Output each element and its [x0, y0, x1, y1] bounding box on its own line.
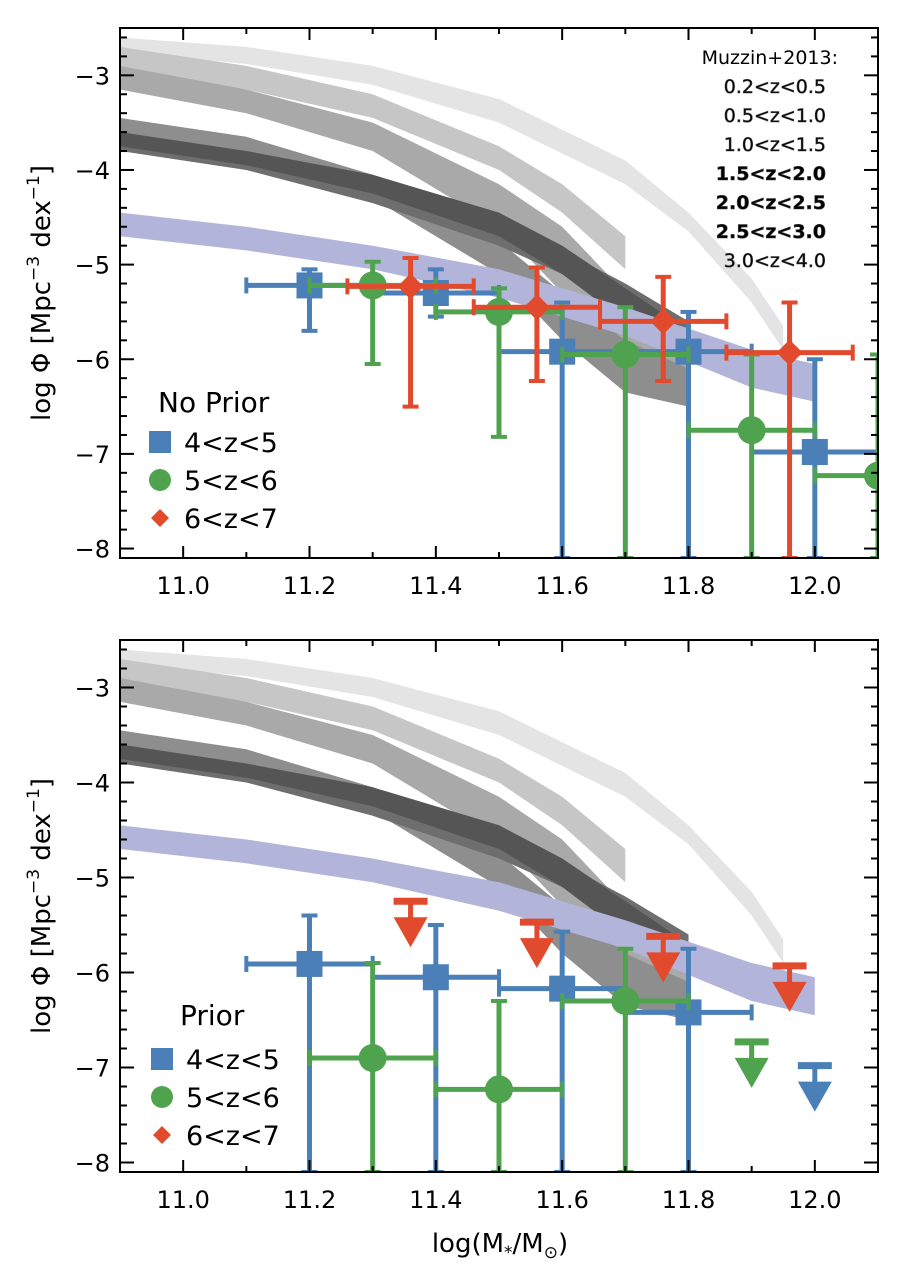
y-tick-label: −8 — [75, 536, 110, 564]
data-point-5<z<6 — [611, 340, 640, 369]
y-tick-label: −7 — [75, 441, 110, 469]
upper-limit-6<z<7 — [519, 918, 554, 969]
upper-limit-arrow — [646, 952, 681, 983]
x-tick-label: 12.0 — [788, 572, 841, 600]
x-tick-label: 11.0 — [156, 572, 209, 600]
legend-title: Prior — [180, 999, 245, 1032]
x-tick-label: 11.6 — [535, 1186, 588, 1214]
band-0.5<z<1.0 — [120, 659, 626, 883]
data-point-5<z<6 — [485, 297, 513, 326]
legend-marker-square — [149, 431, 171, 453]
bottom-panel-prior: 11.0 11.2 11.4 11.6 11.8 12.0 −3 −4 −5 −6 −7 −8 Pri… — [24, 639, 879, 1214]
band-1.5<z<2.0 — [120, 117, 689, 407]
x-tick-label: 11.2 — [283, 1186, 336, 1214]
y-tick-label: −5 — [75, 252, 110, 280]
muzzin-legend: Muzzin+2013: 0.2<z<0.5 0.5<z<1.0 1.0<z<1.5… — [702, 47, 838, 272]
upper-limit-6<z<7 — [772, 962, 807, 1012]
data-point-6<z<7 — [650, 308, 677, 335]
legend-label: 4<z<5 — [184, 428, 278, 459]
band-1.0<z<1.5 — [120, 65, 689, 407]
y-axis-label: log Φ [Mpc−3 dex−1] — [24, 778, 57, 1034]
band-2.0<z<2.5 — [120, 136, 689, 350]
muzzin-legend-entry: 1.5<z<2.0 — [716, 163, 826, 185]
y-tick-label: −6 — [75, 960, 110, 988]
errorbar-4<z<5 — [370, 923, 501, 1172]
y-tick-label: −3 — [75, 675, 110, 703]
legend-prior: Prior 4<z<5 5<z<6 6<z<7 — [151, 999, 280, 1152]
x-tick-label: 12.0 — [788, 1186, 841, 1214]
data-point-5<z<6 — [864, 461, 878, 490]
legend-no-prior: No Prior 4<z<5 5<z<6 6<z<7 — [149, 386, 278, 535]
y-tick-label: −4 — [75, 770, 110, 798]
data-point-6<z<7 — [523, 294, 550, 321]
x-axis-label: log(M*/M⊙) — [432, 1229, 568, 1263]
data-point-6<z<7 — [776, 339, 803, 366]
data-point-5<z<6 — [737, 416, 766, 445]
y-tick-label: −7 — [75, 1055, 110, 1083]
y-tick-label: −6 — [75, 346, 110, 374]
y-tick-label: −8 — [75, 1150, 110, 1178]
upper-limit-arrow — [772, 981, 807, 1012]
muzzin-legend-entry: 0.5<z<1.0 — [724, 105, 826, 127]
data-point-4<z<5 — [422, 964, 449, 991]
x-tick-label: 11.8 — [662, 1186, 715, 1214]
legend-label: 4<z<5 — [186, 1045, 280, 1076]
upper-limit-arrow — [393, 917, 428, 948]
band-0.2<z<0.5 — [120, 37, 784, 350]
y-tick-label: −3 — [75, 62, 110, 90]
data-point-4<z<5 — [296, 950, 323, 977]
x-tick-label: 11.4 — [409, 1186, 462, 1214]
muzzin-legend-entry: 2.5<z<3.0 — [716, 221, 826, 243]
muzzin-legend-entry: 2.0<z<2.5 — [716, 192, 826, 214]
upper-limit-5<z<6 — [734, 1038, 769, 1088]
data-point-5<z<6 — [485, 1075, 513, 1104]
upper-limit-arrow — [734, 1057, 769, 1088]
x-tick-label: 11.6 — [535, 572, 588, 600]
band-2.0<z<2.5 — [120, 749, 689, 963]
band-0.5<z<1.0 — [120, 46, 626, 270]
legend-label: 5<z<6 — [186, 1083, 280, 1114]
legend-title: No Prior — [158, 386, 270, 419]
band-3.0<z<4.0 — [120, 212, 815, 402]
y-tick-label: −4 — [75, 157, 110, 185]
data-point-4<z<5 — [801, 439, 828, 465]
x-tick-label: 11.4 — [409, 572, 462, 600]
legend-marker-circle — [149, 469, 171, 491]
muzzin-legend-entry: 0.2<z<0.5 — [724, 76, 826, 98]
legend-marker-square — [151, 1048, 173, 1070]
legend-label: 6<z<7 — [184, 504, 278, 535]
data-point-5<z<6 — [358, 1044, 387, 1072]
upper-limit-6<z<7 — [393, 897, 428, 948]
data-point-6<z<7 — [397, 273, 424, 300]
upper-limit-arrow — [519, 938, 554, 969]
band-0.2<z<0.5 — [120, 649, 784, 963]
x-tick-label: 11.8 — [662, 572, 715, 600]
legend-marker-diamond — [153, 1126, 171, 1144]
y-axis-label: log Φ [Mpc−3 dex−1] — [24, 165, 57, 421]
band-3.0<z<4.0 — [120, 825, 815, 1016]
legend-marker-diamond — [151, 509, 169, 527]
legend-label: 5<z<6 — [184, 466, 278, 497]
band-2.5<z<3.0 — [120, 744, 689, 973]
top-panel-no-prior: 11.0 11.2 11.4 11.6 11.8 12.0 −3 −4 −5 −6 −7 −8 Muz… — [24, 27, 879, 600]
y-tick-label: −5 — [75, 865, 110, 893]
legend-marker-circle — [151, 1086, 173, 1108]
upper-limit-6<z<7 — [646, 932, 681, 983]
muzzin-legend-entry: 1.0<z<1.5 — [724, 134, 826, 156]
x-tick-label: 11.2 — [283, 572, 336, 600]
muzzin-legend-title: Muzzin+2013: — [702, 47, 838, 69]
data-point-5<z<6 — [611, 987, 640, 1015]
legend-label: 6<z<7 — [186, 1121, 280, 1152]
x-tick-label: 11.0 — [156, 1186, 209, 1214]
upper-limit-4<z<5 — [797, 1062, 832, 1112]
upper-limit-arrow — [797, 1081, 832, 1112]
muzzin-legend-entry: 3.0<z<4.0 — [724, 250, 826, 272]
